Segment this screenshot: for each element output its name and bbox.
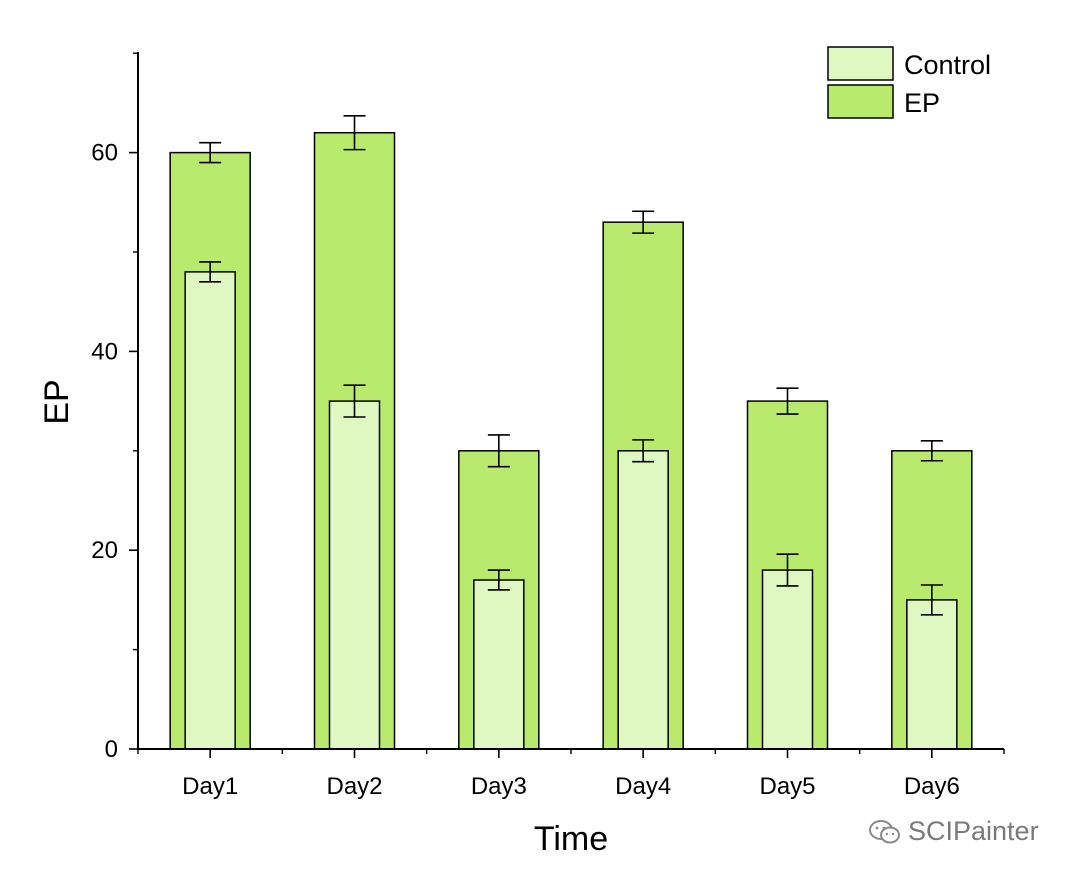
y-tick-label-60: 60 [91,140,118,167]
bar-control-day6 [906,599,958,750]
y-axis-title: EP [38,379,76,424]
y-tick-label-0: 0 [105,736,118,763]
y-tick-label-40: 40 [91,338,118,365]
watermark-text: SCIPainter [908,816,1039,846]
legend-swatch-control [827,46,894,81]
control-bars [184,271,958,750]
x-tick-label-day6: Day6 [904,773,960,800]
legend-label-control: Control [904,50,991,80]
x-tick-label-day3: Day3 [471,773,527,800]
y-ticks: 0 20 40 60 [91,52,138,763]
y-tick-label-20: 20 [91,537,118,564]
error-bars [199,115,943,616]
bar-control-day1 [184,271,236,750]
legend-label-ep: EP [904,88,940,118]
bar-control-day3 [473,579,525,750]
x-ticks: Day1 Day2 Day3 Day4 Day5 Day6 [137,749,1005,800]
ep-bars [169,131,973,750]
bar-control-day2 [328,400,381,750]
legend-swatch-ep [827,84,894,119]
x-axis-title: Time [534,820,608,858]
x-tick-label-day4: Day4 [615,773,671,800]
bar-control-day5 [761,569,814,750]
wechat-icon [869,819,900,843]
x-tick-label-day1: Day1 [182,773,238,800]
bar-control-day4 [617,450,669,750]
legend: Control EP [827,46,991,119]
watermark: SCIPainter [868,816,1039,847]
x-tick-label-day2: Day2 [326,773,382,800]
x-tick-label-day5: Day5 [759,773,815,800]
